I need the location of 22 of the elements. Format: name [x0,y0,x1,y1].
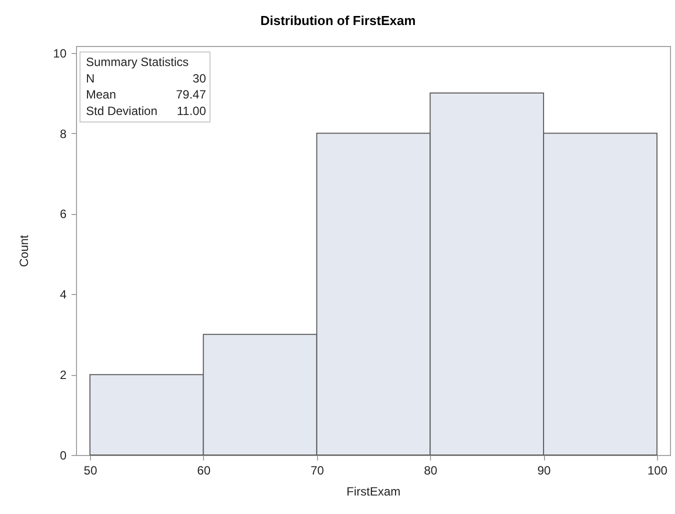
chart-title: Distribution of FirstExam [260,13,416,28]
y-tick-label: 0 [60,448,67,462]
x-axis-title: FirstExam [346,484,401,498]
y-tick-label: 6 [60,207,67,222]
y-tick-label: 2 [60,368,67,382]
annotation: 79.47 [176,88,206,102]
annotation: Summary Statistics [86,55,189,69]
annotation: N [86,71,95,86]
x-tick-label: 90 [537,464,552,478]
y-axis-title: Count [17,234,32,268]
x-tick-label: 80 [424,464,438,478]
annotation: Mean [86,88,116,102]
y-tick-label: 4 [60,288,67,302]
x-tick-label: 50 [84,464,98,478]
y-tick-label: 10 [53,46,67,60]
annotation: 11.00 [176,104,206,118]
annotation: 30 [192,71,206,86]
annotation: Std Deviation [86,104,158,118]
x-tick-label: 100 [647,464,668,478]
y-tick-label: 8 [60,126,67,141]
x-tick-label: 60 [197,464,211,478]
x-tick-label: 70 [310,464,324,478]
